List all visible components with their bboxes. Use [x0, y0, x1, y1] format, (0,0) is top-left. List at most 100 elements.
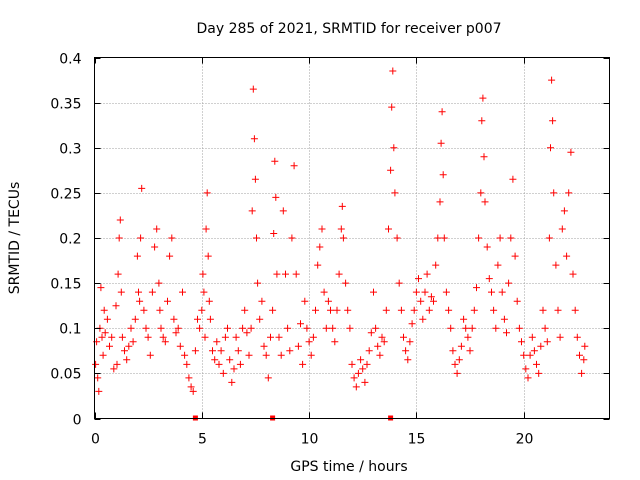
data-point — [282, 270, 289, 278]
data-point — [166, 252, 174, 260]
data-point — [164, 297, 171, 305]
data-point — [272, 193, 280, 201]
data-point — [204, 252, 212, 260]
grid-lines — [94, 57, 610, 419]
data-point — [270, 230, 278, 237]
data-point — [292, 270, 300, 278]
x-tick-label: 20 — [516, 432, 534, 448]
data-point — [348, 360, 356, 368]
tick-labels: 0 0.05 0.1 0.15 0.2 0.25 0.3 0.35 0.4 0 5 10 15 20 — [50, 52, 533, 448]
data-point — [490, 306, 498, 314]
data-point — [421, 288, 429, 296]
data-point — [481, 198, 489, 206]
data-point — [365, 347, 373, 355]
y-tick-label: 0.3 — [59, 142, 81, 158]
data-point — [350, 374, 358, 382]
data-point — [236, 360, 244, 368]
data-point — [374, 342, 382, 350]
data-point — [110, 365, 118, 373]
data-point — [112, 302, 120, 310]
data-point — [153, 225, 161, 233]
data-point — [309, 333, 317, 341]
data-point — [329, 324, 337, 332]
data-point — [241, 306, 249, 314]
data-point — [170, 315, 178, 323]
x-tick-label: 10 — [301, 432, 319, 448]
data-point — [185, 374, 193, 382]
data-point — [478, 117, 486, 125]
data-point — [172, 329, 180, 337]
data-point — [477, 189, 485, 197]
data-point — [503, 329, 510, 337]
data-point — [211, 356, 219, 364]
data-point — [267, 333, 274, 341]
data-point — [412, 288, 420, 296]
data-point — [500, 315, 508, 323]
data-point — [518, 338, 525, 346]
data-point — [339, 234, 347, 242]
data-point — [168, 234, 176, 242]
data-point — [200, 288, 208, 296]
data-point — [279, 207, 287, 215]
data-point — [439, 171, 447, 179]
data-point — [148, 288, 156, 296]
data-point — [92, 360, 100, 368]
data-point — [247, 324, 255, 332]
data-point — [543, 338, 551, 346]
data-point — [578, 369, 586, 377]
data-point — [494, 261, 502, 269]
data-point — [243, 329, 251, 337]
data-point — [423, 270, 431, 278]
data-point — [117, 288, 125, 296]
data-point — [181, 351, 189, 359]
data-point — [524, 374, 532, 382]
data-point — [342, 279, 350, 287]
data-point — [140, 306, 148, 314]
data-point — [367, 329, 375, 337]
data-point — [535, 369, 543, 377]
data-point — [239, 324, 247, 332]
y-tick-label: 0.1 — [59, 322, 81, 338]
data-point — [361, 378, 369, 386]
data-point — [303, 324, 311, 332]
data-point — [389, 67, 397, 75]
data-point — [488, 288, 495, 296]
data-point — [94, 374, 102, 382]
data-point — [260, 342, 268, 350]
data-point — [580, 356, 588, 364]
data-point — [464, 333, 472, 341]
data-point — [457, 342, 465, 350]
data-point — [301, 297, 309, 305]
data-point — [161, 338, 169, 346]
data-point — [528, 333, 536, 341]
y-tick-label: 0.15 — [50, 277, 81, 293]
data-point — [253, 234, 260, 242]
data-point — [108, 333, 116, 341]
data-point — [215, 360, 223, 368]
data-point — [183, 360, 191, 368]
data-point — [402, 347, 410, 355]
data-point — [385, 225, 392, 233]
data-point — [526, 351, 534, 359]
data-point — [331, 338, 339, 346]
data-point — [290, 162, 298, 170]
data-point — [354, 369, 362, 377]
data-point — [191, 347, 199, 355]
data-point — [249, 85, 257, 93]
data-point — [135, 288, 142, 296]
data-point — [187, 383, 195, 391]
data-point — [455, 356, 463, 364]
data-point — [573, 333, 581, 341]
data-point — [228, 378, 236, 386]
data-point — [138, 184, 146, 192]
y-axis-label: SRMTID / TECUs — [7, 182, 23, 295]
data-point — [445, 306, 453, 314]
data-point — [232, 333, 240, 341]
data-point — [382, 306, 390, 314]
data-point — [224, 324, 231, 332]
x-tick-label: 5 — [198, 432, 207, 448]
data-point — [144, 333, 152, 341]
chart-title: Day 285 of 2021, SRMTID for receiver p00… — [196, 21, 501, 37]
data-point — [123, 356, 131, 364]
data-point — [100, 306, 108, 314]
